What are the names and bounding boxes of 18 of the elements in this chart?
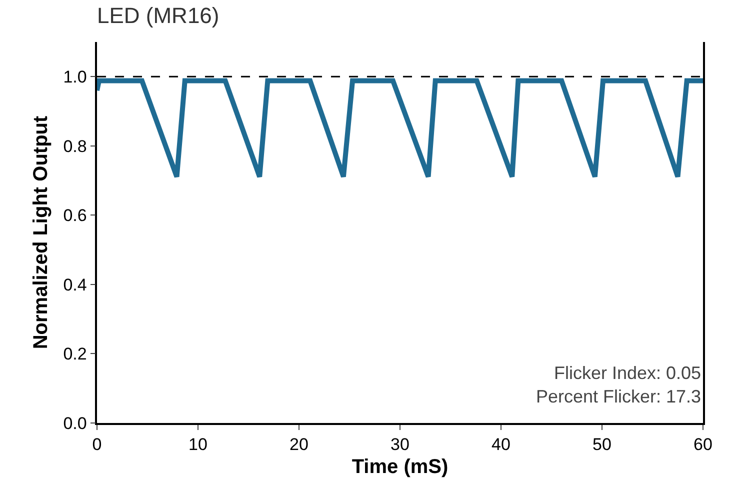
x-tick-label: 0 <box>92 435 102 454</box>
y-tick-label: 0.8 <box>63 136 87 156</box>
x-tick-label: 20 <box>290 435 308 454</box>
y-tick-label: 0.4 <box>63 275 87 294</box>
y-tick-label: 0.0 <box>63 414 87 433</box>
x-tick-label: 40 <box>492 435 510 454</box>
y-tick-label: 1.0 <box>63 68 87 87</box>
y-axis-title: Normalized Light Output <box>30 116 52 350</box>
x-axis-title: Time (mS) <box>352 456 448 478</box>
annotation: Percent Flicker: 17.3 <box>536 386 702 406</box>
x-tick-label: 50 <box>592 435 612 454</box>
annotation: Flicker Index: 0.05 <box>554 363 702 383</box>
x-tick-label: 10 <box>188 435 208 454</box>
chart-title: LED (MR16) <box>97 2 220 28</box>
x-tick-label: 60 <box>694 435 712 454</box>
x-tick-label: 30 <box>390 435 410 454</box>
y-tick-label: 0.2 <box>63 344 87 364</box>
y-tick-label: 0.6 <box>63 206 87 226</box>
